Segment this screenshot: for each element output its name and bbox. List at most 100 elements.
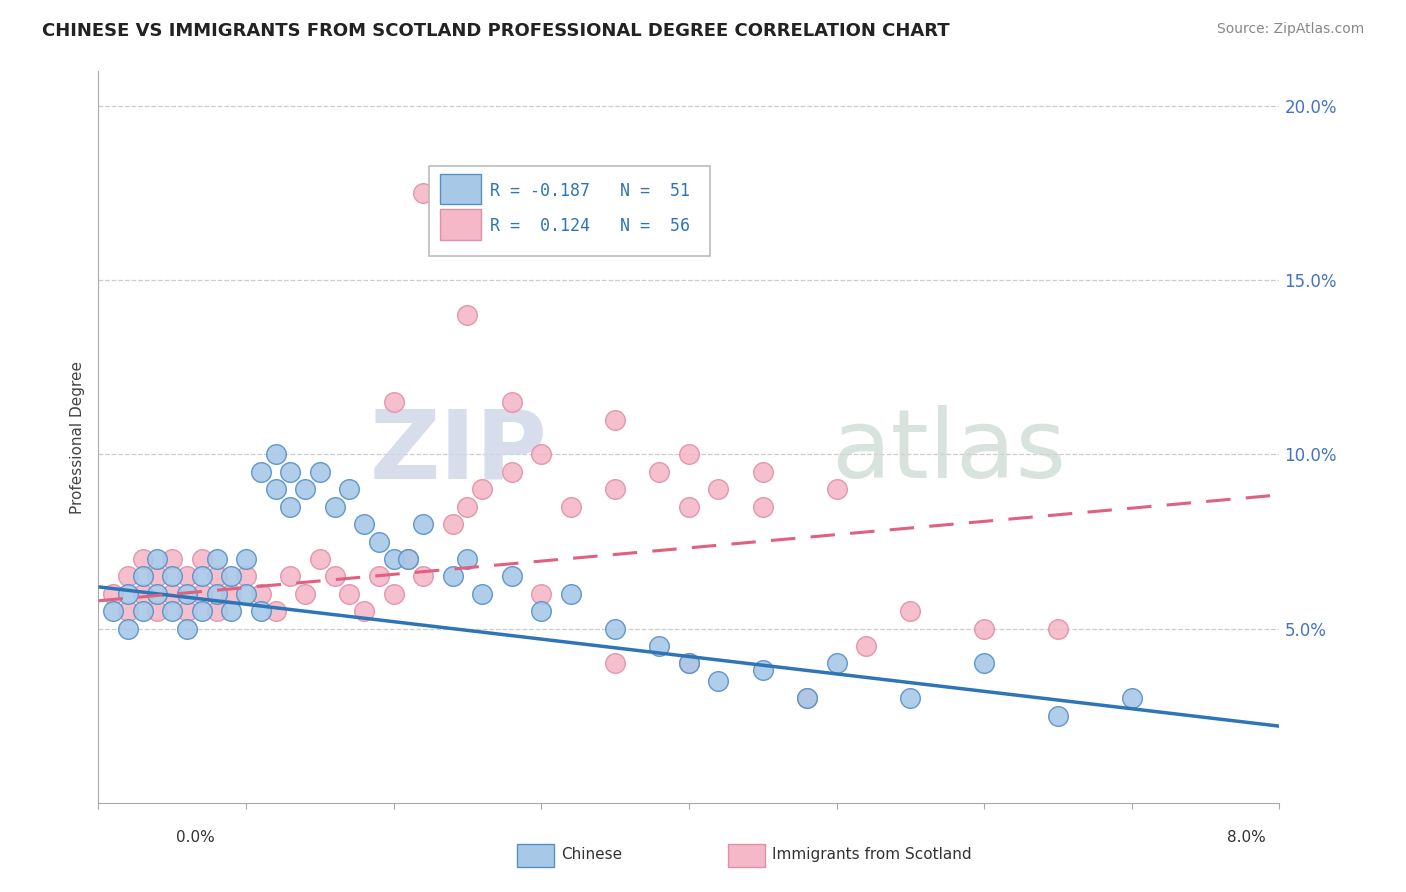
Point <box>162 587 183 601</box>
Point <box>973 657 995 671</box>
Text: R = -0.187   N =  51: R = -0.187 N = 51 <box>489 182 689 200</box>
Point <box>796 691 818 706</box>
Point <box>235 587 257 601</box>
Point <box>752 500 775 514</box>
Point <box>501 395 523 409</box>
Point <box>103 604 125 618</box>
Point <box>176 569 198 583</box>
Point <box>501 465 523 479</box>
Point <box>250 604 273 618</box>
Point <box>471 483 494 497</box>
Point <box>678 448 700 462</box>
Point <box>132 552 155 566</box>
Point <box>294 587 316 601</box>
Point <box>205 587 228 601</box>
Point <box>678 657 700 671</box>
Text: R =  0.124   N =  56: R = 0.124 N = 56 <box>489 218 689 235</box>
Point <box>280 465 302 479</box>
Point <box>250 465 273 479</box>
Text: 8.0%: 8.0% <box>1226 830 1265 845</box>
Point <box>264 604 287 618</box>
Point <box>678 657 700 671</box>
Point <box>605 657 627 671</box>
Point <box>353 517 375 532</box>
Point <box>191 587 214 601</box>
Point <box>221 569 243 583</box>
Point <box>235 569 257 583</box>
Point <box>605 412 627 426</box>
Point <box>1046 708 1070 723</box>
Text: CHINESE VS IMMIGRANTS FROM SCOTLAND PROFESSIONAL DEGREE CORRELATION CHART: CHINESE VS IMMIGRANTS FROM SCOTLAND PROF… <box>42 22 950 40</box>
Point <box>103 587 125 601</box>
Point <box>900 691 922 706</box>
Point <box>412 186 434 201</box>
Point <box>250 587 273 601</box>
Point <box>176 587 198 601</box>
Text: atlas: atlas <box>831 405 1066 499</box>
Point <box>221 604 243 618</box>
Text: Source: ZipAtlas.com: Source: ZipAtlas.com <box>1216 22 1364 37</box>
Point <box>132 569 155 583</box>
Point <box>382 587 405 601</box>
Point <box>796 691 818 706</box>
Point <box>457 500 479 514</box>
Point <box>648 465 671 479</box>
Text: Immigrants from Scotland: Immigrants from Scotland <box>772 847 972 863</box>
Point <box>471 587 494 601</box>
Point <box>132 604 155 618</box>
Point <box>605 622 627 636</box>
Point <box>205 552 228 566</box>
Text: ZIP: ZIP <box>370 405 547 499</box>
Point <box>441 569 464 583</box>
Point <box>323 569 346 583</box>
Point <box>117 622 139 636</box>
Point <box>221 587 243 601</box>
Point <box>264 448 287 462</box>
Point <box>605 483 627 497</box>
Point <box>117 569 139 583</box>
Point <box>132 587 155 601</box>
Point <box>353 604 375 618</box>
Point <box>855 639 877 653</box>
Point <box>530 448 553 462</box>
Point <box>205 569 228 583</box>
Point <box>117 604 139 618</box>
Point <box>900 604 922 618</box>
Point <box>412 569 434 583</box>
Point <box>191 569 214 583</box>
Point <box>825 657 848 671</box>
Point <box>678 500 700 514</box>
Point <box>162 552 183 566</box>
Point <box>457 308 479 322</box>
Point <box>382 395 405 409</box>
Point <box>973 622 995 636</box>
Text: Chinese: Chinese <box>561 847 621 863</box>
Point <box>146 552 169 566</box>
Point <box>264 483 287 497</box>
Point <box>162 604 183 618</box>
Point <box>648 639 671 653</box>
Point <box>323 500 346 514</box>
Point <box>560 500 582 514</box>
Point <box>560 587 582 601</box>
Point <box>501 569 523 583</box>
Point <box>205 604 228 618</box>
Point <box>280 569 302 583</box>
Point <box>752 664 775 678</box>
Point <box>368 569 391 583</box>
Point <box>398 552 420 566</box>
Point <box>280 500 302 514</box>
Point <box>309 465 332 479</box>
Point <box>441 517 464 532</box>
Point <box>146 604 169 618</box>
Point <box>176 622 198 636</box>
Y-axis label: Professional Degree: Professional Degree <box>70 360 86 514</box>
Point <box>146 569 169 583</box>
Point <box>825 483 848 497</box>
Point <box>707 483 730 497</box>
Point <box>412 517 434 532</box>
Point <box>457 552 479 566</box>
Point <box>191 552 214 566</box>
Point <box>707 673 730 688</box>
Point <box>309 552 332 566</box>
